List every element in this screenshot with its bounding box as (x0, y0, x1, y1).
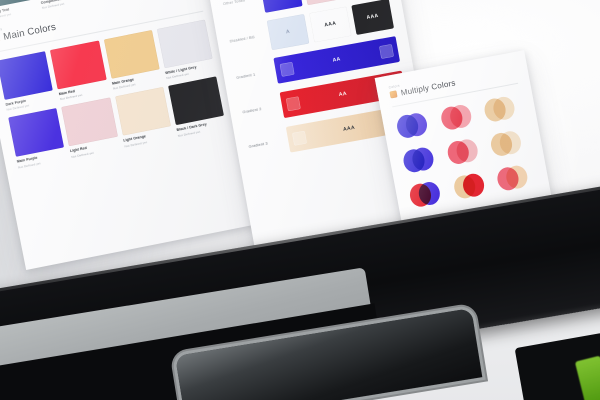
color-chip (61, 97, 118, 147)
swatch-cell: Light Red Not Defined yet (61, 97, 119, 159)
multiply-pair (451, 168, 494, 201)
gradient-stop-start (279, 61, 295, 77)
row-label: Gradient 1 (235, 72, 256, 80)
row-label: Gradient 2 (242, 106, 262, 114)
contrast-chip: A (266, 13, 310, 51)
gradient-stop-end (378, 43, 394, 59)
contrast-chip: AAA (308, 6, 352, 43)
swatch-cell: Main Orange Not Defined yet (103, 30, 161, 91)
gradient-stop-start (291, 130, 307, 146)
gradient-badge: AA (332, 56, 342, 64)
row-label: Other Tones (222, 0, 246, 7)
swatch-cell: White / Light Grey Not Defined yet (156, 19, 215, 80)
swatch-cell: Complementary Light Teal Not Defined yet (33, 0, 90, 10)
gradient-badge: AAA (342, 124, 356, 133)
swatch-cell: Dark Purple Not Defined yet (0, 51, 55, 112)
contrast-chip: AAA (351, 0, 395, 35)
contrast-chip: AAA (259, 0, 303, 13)
multiply-pair (407, 176, 450, 209)
multiply-pair (494, 160, 537, 193)
gradient-stop-start (285, 95, 301, 111)
color-chip (114, 87, 171, 137)
color-chip (8, 108, 65, 158)
color-chip (0, 51, 54, 100)
row-label: Disabled / BG (229, 35, 256, 44)
multiply-pair (400, 142, 443, 175)
multiply-pair (482, 91, 525, 124)
multiply-pair (488, 126, 531, 159)
contrast-chip: AAA (302, 0, 345, 6)
swatch-cell: Primary Teal Not Defined yet (0, 0, 37, 21)
color-chip (156, 19, 213, 69)
color-chip (167, 76, 225, 126)
swatch-cell: Main Red Not Defined yet (50, 40, 108, 101)
color-chip (50, 40, 107, 90)
row-label: Gradient 3 (248, 141, 268, 149)
palette-icon (389, 90, 398, 99)
multiply-pair (438, 99, 481, 132)
multiply-pair (444, 134, 487, 167)
gradient-badge: AA (338, 90, 348, 99)
multiply-pair (394, 108, 437, 141)
color-chip (103, 30, 160, 79)
swatch-cell: Black / Dark Grey Not Defined yet (167, 76, 226, 138)
main-color-grid: Dark Purple Not Defined yet Main Red Not… (0, 19, 226, 169)
swatch-cell: Light Orange Not Defined yet (114, 87, 173, 148)
swatch-cell: Main Purple Not Defined yet (8, 108, 66, 169)
